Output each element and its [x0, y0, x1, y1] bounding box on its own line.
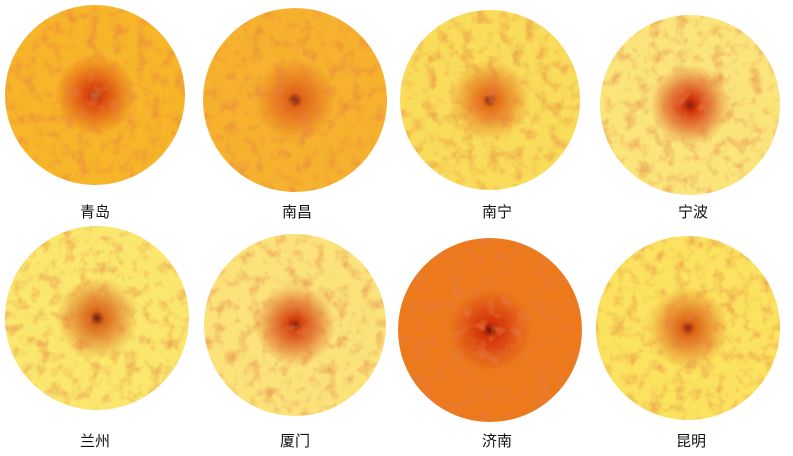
map-jinan	[398, 238, 582, 422]
map-nanning	[400, 10, 580, 190]
map-lanzhou	[5, 226, 189, 410]
map-qingdao	[5, 5, 185, 185]
city-label-qingdao: 青岛	[79, 203, 111, 221]
city-label-xiamen: 厦门	[279, 432, 311, 450]
map-xiamen	[204, 234, 386, 416]
city-label-nanning: 南宁	[481, 203, 513, 221]
city-label-ningbo: 宁波	[677, 203, 709, 221]
map-nanchang	[203, 8, 387, 192]
city-label-lanzhou: 兰州	[79, 432, 111, 450]
map-ningbo	[600, 15, 780, 195]
city-label-jinan: 济南	[481, 432, 513, 450]
city-label-nanchang: 南昌	[281, 203, 313, 221]
city-label-kunming: 昆明	[675, 432, 707, 450]
map-kunming	[596, 236, 780, 420]
